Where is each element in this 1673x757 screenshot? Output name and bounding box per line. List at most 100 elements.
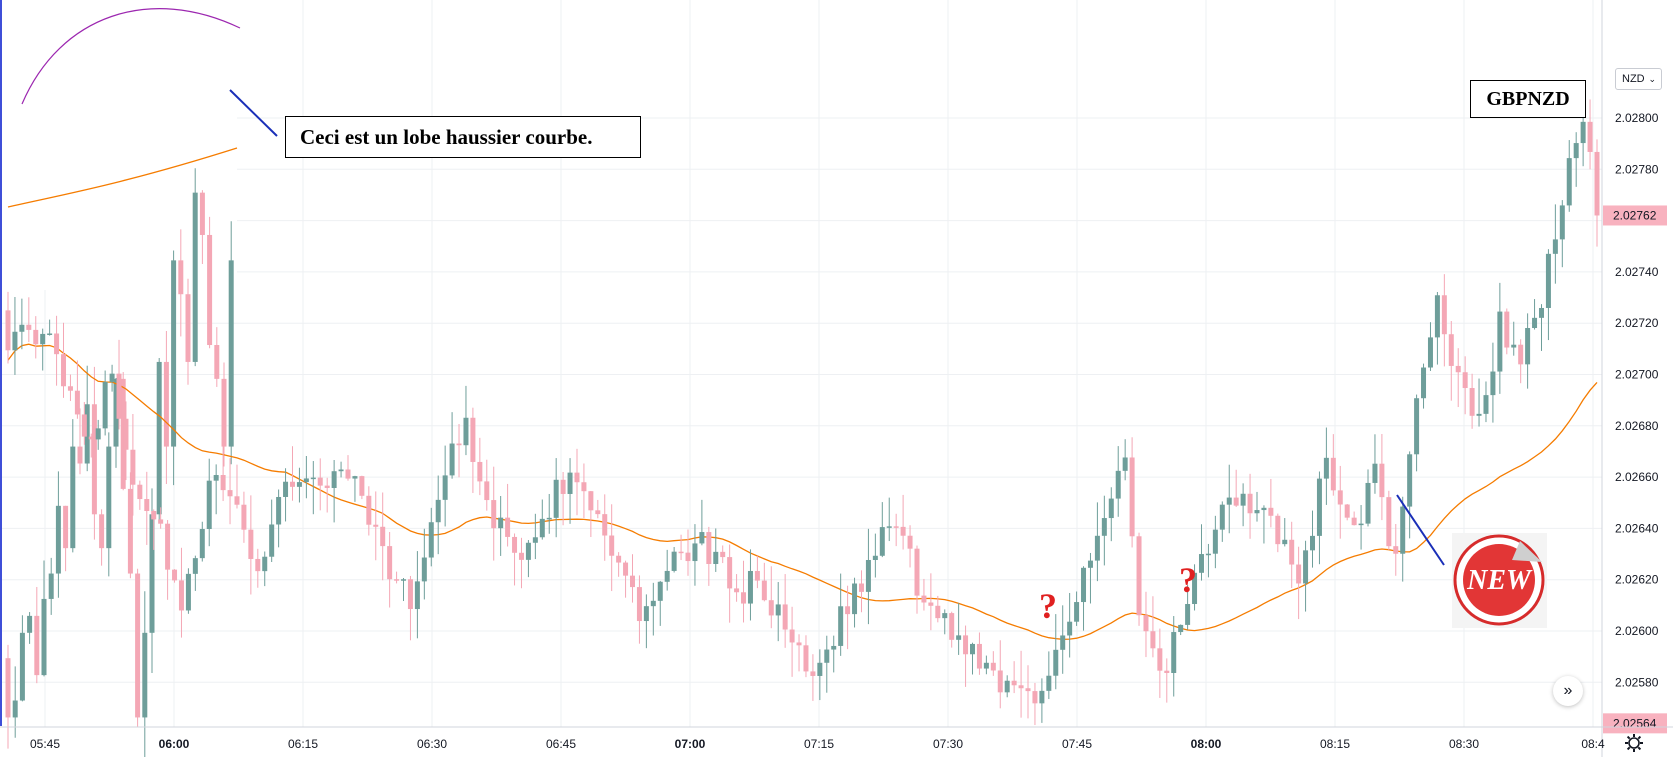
candle-body [1185, 604, 1191, 625]
time-tick-label: 08:15 [1320, 737, 1350, 751]
candle-body [706, 532, 712, 564]
candle-body [1046, 675, 1052, 691]
candle-body [1192, 572, 1198, 605]
candle-body [1566, 158, 1572, 206]
candle-body [623, 562, 629, 576]
time-tick-label: 06:00 [159, 737, 190, 751]
candle-body [1296, 564, 1302, 584]
new-badge: NEW [1452, 533, 1547, 628]
candle-body [1164, 670, 1170, 673]
candle-body [1067, 621, 1073, 636]
moving-average [7, 343, 1598, 640]
candle-body [713, 551, 719, 564]
candle-body [1240, 493, 1246, 506]
candle-body [768, 600, 774, 616]
candle-body [1004, 680, 1010, 693]
candle-body [1018, 685, 1024, 689]
candle-body [782, 604, 788, 630]
candle-body [102, 381, 108, 429]
candle-body [165, 523, 171, 570]
time-tick-label: 08:30 [1449, 737, 1479, 751]
candle-body [1525, 328, 1531, 365]
candle-body [1351, 517, 1357, 526]
candle-body [1198, 554, 1204, 573]
candle-body [1074, 602, 1080, 622]
candle-body [949, 613, 955, 640]
candle-body [1212, 529, 1218, 554]
candle-body [366, 495, 372, 525]
candle-body [491, 500, 497, 529]
inset-candle-body [91, 404, 97, 515]
candle-body [574, 472, 580, 483]
candle-body [734, 588, 740, 593]
candle-body [296, 482, 302, 487]
candle-body [1323, 457, 1329, 479]
chevron-down-icon: ⌄ [1648, 74, 1656, 84]
scroll-to-realtime-button[interactable]: » [1553, 676, 1583, 706]
candle-body [1497, 311, 1503, 372]
candle-body [747, 570, 753, 604]
candle-body [269, 524, 275, 557]
candle-body [1060, 635, 1066, 650]
candle-body [206, 480, 212, 530]
candle-body [88, 436, 94, 440]
inset-candle-body [99, 514, 105, 549]
moving-average-line [7, 343, 1598, 640]
chart-grid [0, 0, 1602, 727]
candle-body [54, 333, 60, 355]
candles [5, 90, 1600, 726]
candle-body [692, 543, 698, 562]
candle-body [970, 643, 976, 655]
candle-body [401, 579, 407, 581]
candle-body [387, 546, 393, 580]
time-axis[interactable]: 05:45 06:00 06:15 06:30 06:45 07:00 07:15 07:30… [0, 726, 1673, 751]
inset-candle-body [63, 505, 69, 549]
candle-body [845, 606, 851, 615]
candle-body [1407, 454, 1413, 507]
candle-body [1358, 523, 1364, 526]
candle-body [484, 481, 490, 501]
candle-body [435, 499, 441, 523]
candle-body [914, 548, 920, 596]
last-price-tag-bg [1603, 205, 1667, 226]
candle-body [1219, 504, 1225, 530]
price-tick-label: 2.02580 [1615, 675, 1659, 689]
candle-body [525, 542, 531, 560]
candle-body [470, 417, 476, 462]
candle-body [1233, 497, 1239, 506]
price-tick-label: 2.02780 [1615, 162, 1659, 176]
currency-dropdown[interactable]: NZD ⌄ [1615, 68, 1662, 90]
candle-body [1122, 457, 1128, 471]
candle-body [241, 504, 247, 530]
rounded-top-arc [21, 8, 241, 105]
candle-body [824, 649, 830, 663]
low-price-tag-label: 2.02564 [1613, 716, 1657, 730]
symbol-label: GBPNZD [1470, 80, 1586, 118]
candle-body [1545, 253, 1551, 308]
price-axis[interactable]: 2.028002.027802.027602.027402.027202.027… [1601, 0, 1667, 757]
inset-candle-body [12, 700, 18, 718]
candle-body [1268, 507, 1274, 516]
candle-body [595, 510, 601, 515]
candle-body [775, 604, 781, 616]
candle-body [1462, 372, 1468, 389]
candle-body [1254, 510, 1260, 514]
time-tick-label: 08:4 [1581, 737, 1605, 751]
candle-body [512, 536, 518, 553]
candle-body [546, 517, 552, 520]
gear-icon[interactable] [1623, 732, 1645, 754]
candle-body [248, 529, 254, 559]
time-tick-label: 07:15 [804, 737, 834, 751]
candle-body [1414, 398, 1420, 455]
inset-candle-body [207, 234, 213, 346]
inset-candle-body [120, 378, 126, 489]
inset-candle-body [178, 260, 184, 295]
price-tick-label: 2.02660 [1615, 470, 1659, 484]
candle-body [1365, 482, 1371, 524]
candle-body [803, 645, 809, 672]
candle-body [1434, 295, 1440, 338]
candle-body [1532, 317, 1538, 329]
inset-candle-body [27, 615, 33, 633]
candle-body [123, 418, 129, 450]
